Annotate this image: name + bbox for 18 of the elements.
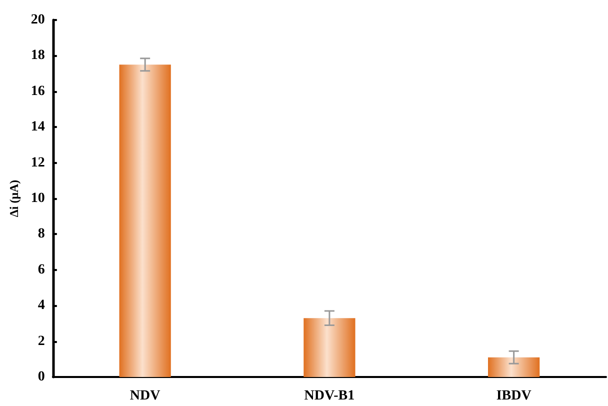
- y-tick-label: 0: [38, 370, 45, 384]
- x-tick-label: IBDV: [496, 388, 532, 404]
- y-tick-label: 10: [30, 191, 45, 206]
- y-tick-label: 2: [38, 334, 45, 349]
- y-tick-label: 4: [38, 298, 45, 314]
- bar: [119, 64, 171, 377]
- y-tick-label: 8: [38, 226, 45, 242]
- bar: [304, 318, 356, 377]
- y-tick-label: 6: [38, 262, 45, 278]
- x-tick-label: NDV: [130, 388, 160, 404]
- y-tick-label: 14: [30, 120, 45, 135]
- x-tick-label: NDV-B1: [304, 388, 355, 404]
- y-tick-label: 18: [30, 48, 45, 64]
- y-tick-label: 20: [30, 12, 45, 28]
- y-tick-label: 12: [30, 155, 45, 170]
- y-axis-title: Δi (μA): [7, 180, 21, 218]
- bar: [488, 357, 540, 377]
- y-tick-label: 16: [30, 84, 45, 99]
